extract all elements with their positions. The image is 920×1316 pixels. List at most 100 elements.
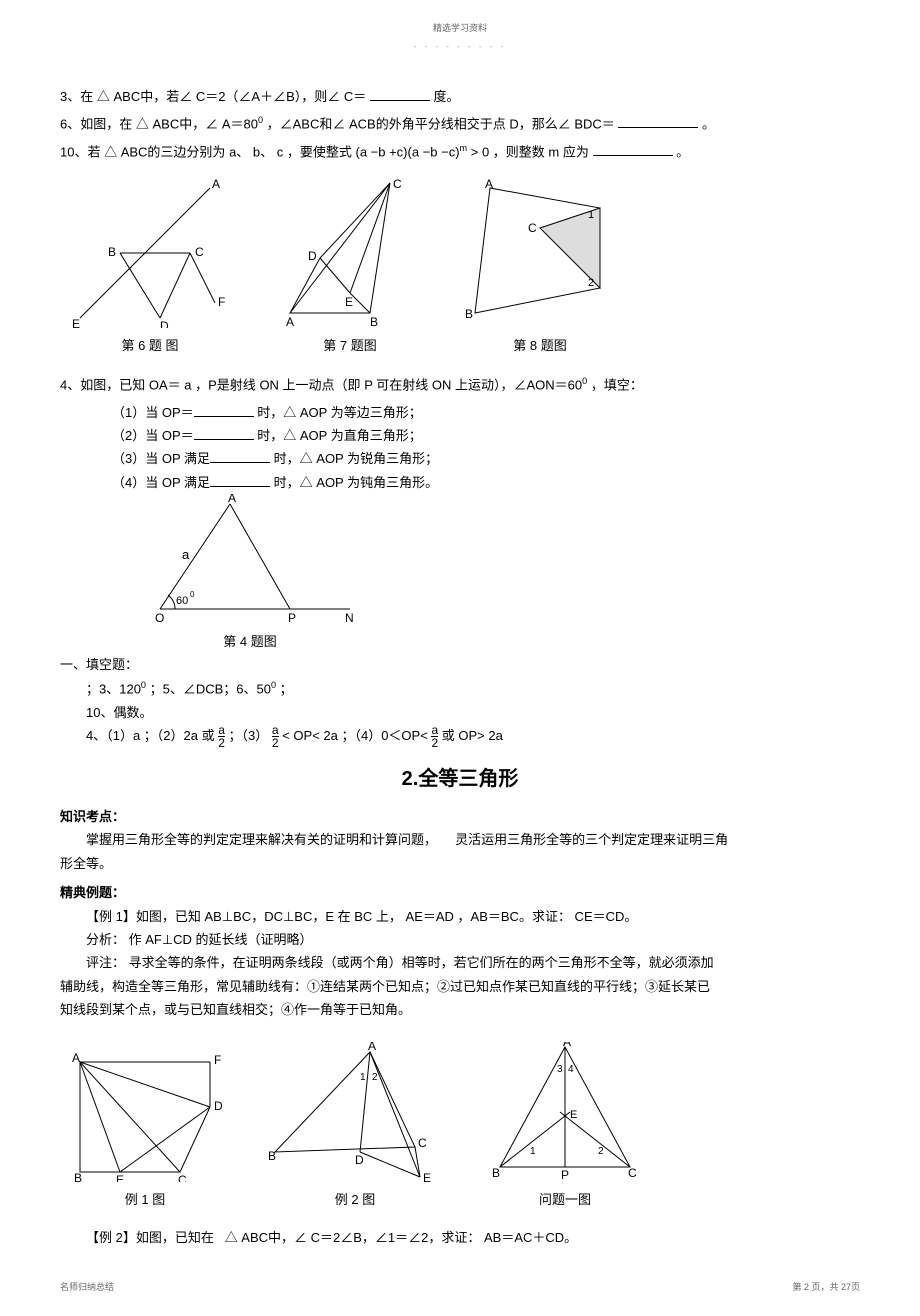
svg-text:A: A bbox=[228, 494, 236, 505]
q3-text: △ ABC中，若∠ C＝2（∠A＋∠B），则∠ C＝ bbox=[97, 89, 366, 104]
q10-m: m bbox=[460, 143, 468, 153]
a3a: 4、（1）a ；（2）2a 或 bbox=[86, 728, 218, 743]
svg-text:A: A bbox=[485, 178, 493, 191]
q6-end: 。 bbox=[702, 116, 715, 131]
svg-text:B: B bbox=[268, 1149, 276, 1163]
q4s3-blank bbox=[210, 450, 270, 463]
a1b: ；5、∠DCB；6、50 bbox=[150, 681, 271, 696]
q4-sub4: （4）当 OP 满足 时，△ AOP 为钝角三角形。 bbox=[112, 471, 860, 494]
e2b: △ ABC中，∠ C＝2∠B，∠1＝∠2，求证： AB＝AC＋CD。 bbox=[225, 1230, 578, 1245]
svg-text:1: 1 bbox=[530, 1146, 536, 1157]
q4s2-blank bbox=[194, 427, 254, 440]
a1exp2: 0 bbox=[271, 680, 276, 690]
answers-line3: 4、（1）a ；（2）2a 或 a2 ；（3） a2 < OP< 2a ；（4）… bbox=[86, 724, 860, 749]
svg-text:B: B bbox=[108, 245, 116, 259]
q4s2b: 时， bbox=[257, 428, 283, 443]
svg-text:A: A bbox=[212, 178, 220, 191]
q4s3a: （3）当 OP 满足 bbox=[112, 451, 210, 466]
a1exp: 0 bbox=[141, 680, 146, 690]
svg-text:E: E bbox=[116, 1173, 124, 1182]
q4s4-blank bbox=[210, 474, 270, 487]
header-dots: - - - - - - - - - bbox=[60, 40, 860, 54]
svg-text:D: D bbox=[160, 319, 169, 328]
q3-suffix: 度。 bbox=[434, 89, 460, 104]
svg-text:60: 60 bbox=[176, 595, 188, 607]
q10-vars: a、 b、 c ，要使整式 bbox=[229, 144, 352, 159]
svg-text:E: E bbox=[72, 317, 80, 328]
a3b: ；（3） bbox=[229, 728, 269, 743]
question-6: 6、如图，在 △ ABC中，∠ A＝800 ，∠ABC和∠ ACB的外角平分线相… bbox=[60, 112, 860, 136]
q6-mid: ，∠ABC和∠ ACB的外角平分线相交于点 bbox=[267, 116, 506, 131]
svg-text:B: B bbox=[492, 1166, 500, 1180]
ex-fig1-cap: 例 1 图 bbox=[60, 1188, 230, 1211]
svg-text:E: E bbox=[423, 1171, 431, 1182]
svg-text:E: E bbox=[570, 1109, 577, 1121]
footer-left: 名师归纳总结 bbox=[60, 1279, 114, 1295]
e1b: AB⊥BC，DC⊥BC，E 在 BC 上， AE＝AD ，AB＝BC。求证： C… bbox=[204, 909, 637, 924]
svg-text:2: 2 bbox=[588, 277, 594, 289]
q4s4b: 时， bbox=[274, 475, 300, 490]
svg-text:C: C bbox=[528, 221, 537, 235]
q6-text: △ ABC中，∠ A＝80 bbox=[136, 116, 258, 131]
svg-text:F: F bbox=[218, 295, 225, 309]
ex-fig2-svg: A B C D E 1 2 bbox=[260, 1042, 450, 1182]
svg-text:P: P bbox=[288, 611, 296, 624]
question-4: 4、如图，已知 OA＝ a ，P是射线 ON 上一动点（即 P 可在射线 ON … bbox=[60, 373, 860, 397]
q3-prefix: 3、在 bbox=[60, 89, 93, 104]
q10-tri: △ ABC的三边分别为 bbox=[104, 144, 225, 159]
footer-right: 第 2 页，共 27页 bbox=[792, 1279, 860, 1295]
question-3: 3、在 △ ABC中，若∠ C＝2（∠A＋∠B），则∠ C＝ 度。 bbox=[60, 85, 860, 108]
q4-f: ON 上运动），∠AON＝60 bbox=[432, 377, 582, 392]
svg-text:D: D bbox=[308, 249, 317, 263]
example-2: 【例 2】如图，已知在 △ ABC中，∠ C＝2∠B，∠1＝∠2，求证： AB＝… bbox=[86, 1226, 860, 1249]
figure-8-caption: 第 8 题图 bbox=[460, 334, 620, 357]
svg-text:B: B bbox=[370, 315, 378, 328]
q4-sub2: （2）当 OP＝ 时，△ AOP 为直角三角形； bbox=[112, 424, 860, 447]
svg-text:P: P bbox=[561, 1168, 569, 1182]
q6-exp: 0 bbox=[258, 115, 263, 125]
q4s2c: △ AOP 为直角三角形； bbox=[283, 428, 421, 443]
example-note2: 辅助线，构造全等三角形，常见辅助线有：①连结某两个已知点；②过已知点作某已知直线… bbox=[60, 975, 860, 998]
q4-exp: 0 bbox=[582, 376, 587, 386]
figures-row-1: A B C D E F 第 6 题 图 A B C D E 第 7 题图 bbox=[60, 178, 860, 357]
ex-fig3-cap: 问题一图 bbox=[480, 1188, 650, 1211]
figure-4: A a 600 O P N 第 4 题图 bbox=[140, 494, 360, 653]
kp-p3: 形全等。 bbox=[60, 852, 860, 875]
page-footer: 名师归纳总结 第 2 页，共 27页 bbox=[60, 1279, 860, 1295]
svg-text:C: C bbox=[418, 1136, 427, 1150]
svg-text:1: 1 bbox=[360, 1072, 366, 1083]
svg-text:N: N bbox=[345, 611, 354, 624]
a3d: 或 OP> 2a bbox=[442, 728, 503, 743]
question-10: 10、若 △ ABC的三边分别为 a、 b、 c ，要使整式 (a −b +c)… bbox=[60, 140, 860, 164]
e2a: 【例 2】如图，已知在 bbox=[86, 1230, 214, 1245]
a3c: < OP< 2a ；（4）0＜OP< bbox=[282, 728, 428, 743]
svg-text:A: A bbox=[563, 1042, 571, 1049]
q4-sub1: （1）当 OP＝ 时，△ AOP 为等边三角形； bbox=[112, 401, 860, 424]
ex-fig1-svg: A B E C D F bbox=[60, 1052, 230, 1182]
figures-row-2: A B E C D F 例 1 图 A B C D E 1 2 例 2 图 bbox=[60, 1042, 860, 1211]
svg-text:F: F bbox=[214, 1053, 221, 1067]
figure-6-svg: A B C D E F bbox=[60, 178, 240, 328]
section-2-title: 2.全等三角形 bbox=[60, 761, 860, 797]
svg-text:A: A bbox=[72, 1052, 80, 1065]
svg-text:C: C bbox=[393, 178, 402, 191]
q6-d: D，那么∠ BDC＝ bbox=[509, 116, 614, 131]
figure-4-svg: A a 600 O P N bbox=[140, 494, 360, 624]
svg-text:C: C bbox=[178, 1173, 187, 1182]
figure-7-caption: 第 7 题图 bbox=[270, 334, 430, 357]
ex-figure-1: A B E C D F 例 1 图 bbox=[60, 1052, 230, 1211]
e1a: 【例 1】如图，已知 bbox=[86, 909, 201, 924]
svg-text:E: E bbox=[345, 295, 353, 309]
example-note1: 评注： 寻求全等的条件，在证明两条线段（或两个角）相等时，若它们所在的两个三角形… bbox=[86, 951, 860, 974]
q4s4c: △ AOP 为钝角三角形。 bbox=[300, 475, 438, 490]
svg-text:A: A bbox=[286, 315, 294, 328]
svg-text:A: A bbox=[368, 1042, 376, 1053]
example-note3: 知线段到某个点，或与已知直线相交；④作一角等于已知角。 bbox=[60, 998, 860, 1021]
q4-c: ，P是射线 bbox=[195, 377, 256, 392]
q4s1b: 时， bbox=[257, 405, 283, 420]
q4-var-a: a bbox=[184, 377, 191, 392]
frac3: a2 bbox=[431, 724, 438, 749]
q4-a: 4、如图，已知 bbox=[60, 377, 145, 392]
q10-blank bbox=[593, 143, 673, 156]
q6-prefix: 6、如图，在 bbox=[60, 116, 132, 131]
